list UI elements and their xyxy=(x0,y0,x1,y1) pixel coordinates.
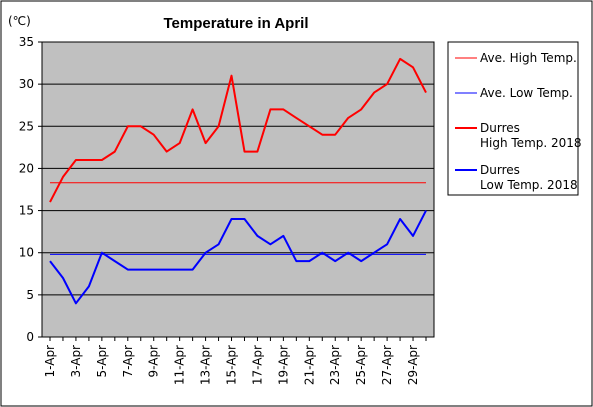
x-axis: 1-Apr 3-Apr 5-Apr 7-Apr 9-Apr 11-Apr 13-Apr 15-… xyxy=(43,337,427,385)
y-tick-label: 5 xyxy=(26,288,34,302)
plot-area xyxy=(41,41,435,338)
x-tick-label: 19-Apr xyxy=(276,345,290,385)
x-tick-label: 27-Apr xyxy=(380,345,394,385)
x-tick-label: 29-Apr xyxy=(406,345,420,385)
gridlines xyxy=(42,83,434,296)
series-lines xyxy=(49,57,427,305)
plot-background xyxy=(41,41,435,338)
x-tick-label: 25-Apr xyxy=(354,345,368,385)
legend-label-2: Ave. Low Temp. xyxy=(480,86,573,100)
y-axis: 0 5 10 15 20 25 30 35 xyxy=(19,35,42,344)
legend-label-4: Durres xyxy=(480,163,520,177)
chart-title: Temperature in April xyxy=(163,15,308,32)
legend: Ave. High Temp.Ave. Low Temp.DurresHigh … xyxy=(447,41,582,196)
x-tick-label: 13-Apr xyxy=(199,345,213,385)
y-tick-label: 0 xyxy=(26,330,34,344)
legend-label-3: Durres xyxy=(480,121,520,135)
legend-label-1: Ave. High Temp. xyxy=(480,51,577,65)
y-tick-label: 15 xyxy=(19,204,34,218)
x-tick-label: 1-Apr xyxy=(43,345,57,378)
y-tick-label: 25 xyxy=(19,119,34,133)
unit-label: (℃) xyxy=(8,14,31,28)
x-tick-label: 21-Apr xyxy=(302,345,316,385)
x-tick-label: 7-Apr xyxy=(121,345,135,378)
x-tick-label: 23-Apr xyxy=(328,345,342,385)
legend-label-4: Low Temp. 2018 xyxy=(480,178,578,192)
legend-label-3: High Temp. 2018 xyxy=(480,136,582,150)
y-tick-label: 35 xyxy=(19,35,34,49)
x-tick-label: 15-Apr xyxy=(225,345,239,385)
x-tick-label: 11-Apr xyxy=(173,345,187,385)
series-line-4 xyxy=(49,210,427,305)
x-tick-label: 17-Apr xyxy=(250,345,264,385)
x-tick-label: 5-Apr xyxy=(95,345,109,378)
x-tick-label: 9-Apr xyxy=(147,345,161,378)
y-tick-label: 20 xyxy=(19,161,34,175)
series-line-3 xyxy=(49,57,427,203)
x-tick-label: 3-Apr xyxy=(69,345,83,378)
y-tick-label: 30 xyxy=(19,77,34,91)
y-tick-label: 10 xyxy=(19,246,34,260)
